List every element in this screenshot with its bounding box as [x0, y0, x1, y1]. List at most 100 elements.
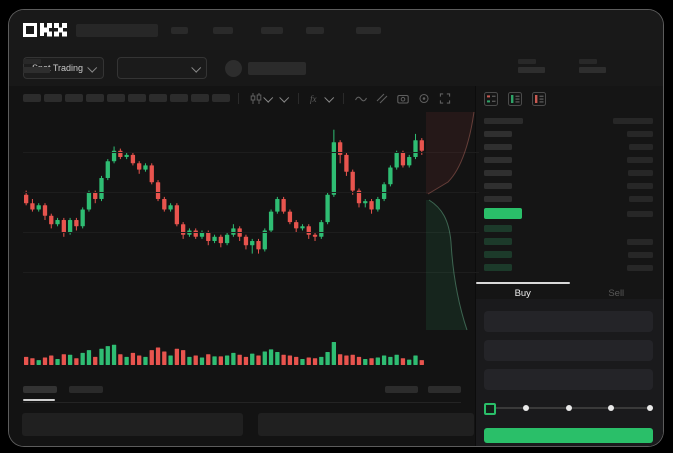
bottom-tab[interactable] [69, 386, 103, 393]
ask-row[interactable] [484, 179, 653, 192]
market-header: Spot Trading [9, 50, 663, 86]
nav-link-placeholder[interactable] [306, 26, 324, 34]
price-placeholder [484, 251, 512, 258]
timeframe-pill[interactable] [44, 94, 62, 102]
bid-row[interactable] [484, 261, 653, 274]
tab-label-placeholder [23, 386, 57, 393]
amount-input-placeholder[interactable] [484, 340, 653, 361]
bid-row[interactable] [484, 235, 653, 248]
settings-button[interactable] [415, 93, 433, 104]
market-stat-placeholder [579, 59, 606, 73]
chart-panel: fx [9, 86, 479, 446]
timeframe-pill[interactable] [128, 94, 146, 102]
price-chart[interactable] [23, 110, 479, 332]
order-book [484, 115, 653, 274]
tab-sell[interactable]: Sell [608, 288, 625, 299]
timeframe-pill[interactable] [149, 94, 167, 102]
slider-handle[interactable] [484, 403, 496, 415]
orderbook-view-bids-button[interactable] [508, 92, 522, 106]
tab-buy[interactable]: Buy [514, 288, 531, 299]
timeframe-pill[interactable] [191, 94, 209, 102]
bottom-tabs [23, 386, 461, 401]
measure-icon [376, 93, 388, 103]
total-input-placeholder[interactable] [484, 369, 653, 390]
nav-link-placeholder[interactable] [261, 26, 283, 34]
nav-link-placeholder[interactable] [171, 26, 188, 34]
slider-stop[interactable] [607, 405, 614, 411]
slider-stop[interactable] [565, 405, 572, 411]
stat-value-placeholder [518, 67, 545, 73]
market-stat-placeholder [23, 59, 50, 73]
ask-row[interactable] [484, 153, 653, 166]
timeframe-pill[interactable] [170, 94, 188, 102]
market-type-label: Spot Trading [32, 63, 84, 73]
bottom-tab-active[interactable] [23, 386, 57, 401]
active-tab-underline [23, 399, 55, 401]
chart-toolbar: fx [23, 88, 475, 108]
interval-dropdown-button[interactable] [277, 92, 290, 103]
settings-icon [419, 93, 429, 103]
stat-label-placeholder [23, 59, 41, 64]
gridline [23, 152, 479, 153]
orderbook-header-row [484, 115, 653, 127]
coin-icon [225, 59, 243, 77]
svg-text:fx: fx [310, 94, 317, 104]
pair-name-placeholder [248, 61, 307, 75]
app-window: Spot Trading [8, 9, 664, 447]
amount-placeholder [629, 143, 653, 150]
slider-stop[interactable] [523, 405, 530, 411]
ask-row[interactable] [484, 192, 653, 205]
line-tools-button[interactable] [352, 93, 370, 104]
amount-placeholder [627, 264, 653, 271]
pair-dropdown[interactable] [117, 57, 208, 79]
candle-style-button[interactable] [247, 92, 274, 104]
price-placeholder [484, 143, 512, 150]
fullscreen-button[interactable] [436, 92, 454, 104]
trade-panel: Buy Sell [475, 86, 663, 446]
buy-submit-button[interactable] [484, 428, 653, 443]
ask-row[interactable] [484, 166, 653, 179]
last-price-row[interactable] [484, 205, 653, 222]
candlestick-chart [24, 129, 424, 254]
amount-slider[interactable] [484, 403, 653, 415]
bottom-action-placeholder[interactable] [428, 386, 461, 393]
measure-button[interactable] [373, 93, 391, 104]
price-placeholder [484, 264, 512, 271]
ask-row[interactable] [484, 140, 653, 153]
trade-tabs: Buy Sell [476, 282, 663, 299]
chevron-down-icon [87, 62, 98, 73]
fullscreen-icon [439, 92, 451, 104]
amount-placeholder [627, 182, 653, 189]
nav-link-placeholder[interactable] [356, 26, 381, 34]
price-placeholder [484, 118, 523, 124]
toolbar-divider [343, 92, 344, 104]
timeframe-pill[interactable] [65, 94, 83, 102]
bid-row[interactable] [484, 222, 653, 235]
amount-placeholder [628, 169, 653, 176]
bid-row[interactable] [484, 248, 653, 261]
timeframe-pill[interactable] [23, 94, 41, 102]
stat-label-placeholder [518, 59, 536, 64]
timeframe-pill[interactable] [86, 94, 104, 102]
ask-row[interactable] [484, 127, 653, 140]
price-placeholder [484, 195, 512, 202]
timeframe-pill[interactable] [212, 94, 230, 102]
price-input-placeholder[interactable] [484, 311, 653, 332]
chevron-down-icon [324, 92, 335, 103]
bottom-action-placeholder[interactable] [385, 386, 418, 393]
bottom-panel [22, 413, 243, 436]
okx-logo[interactable] [23, 23, 67, 37]
orderbook-view-asks-button[interactable] [532, 92, 546, 106]
orderbook-view-combined-button[interactable] [484, 92, 498, 106]
amount-placeholder [627, 130, 653, 137]
wave-line-icon [355, 96, 367, 101]
price-placeholder [484, 169, 512, 176]
screenshot-button[interactable] [394, 93, 412, 104]
indicators-button[interactable]: fx [307, 92, 335, 104]
search-bar-placeholder[interactable] [76, 23, 158, 37]
slider-stop[interactable] [647, 405, 653, 411]
timeframe-pill[interactable] [107, 94, 125, 102]
price-placeholder [484, 156, 512, 163]
gridline [23, 272, 479, 273]
nav-link-placeholder[interactable] [213, 26, 233, 34]
